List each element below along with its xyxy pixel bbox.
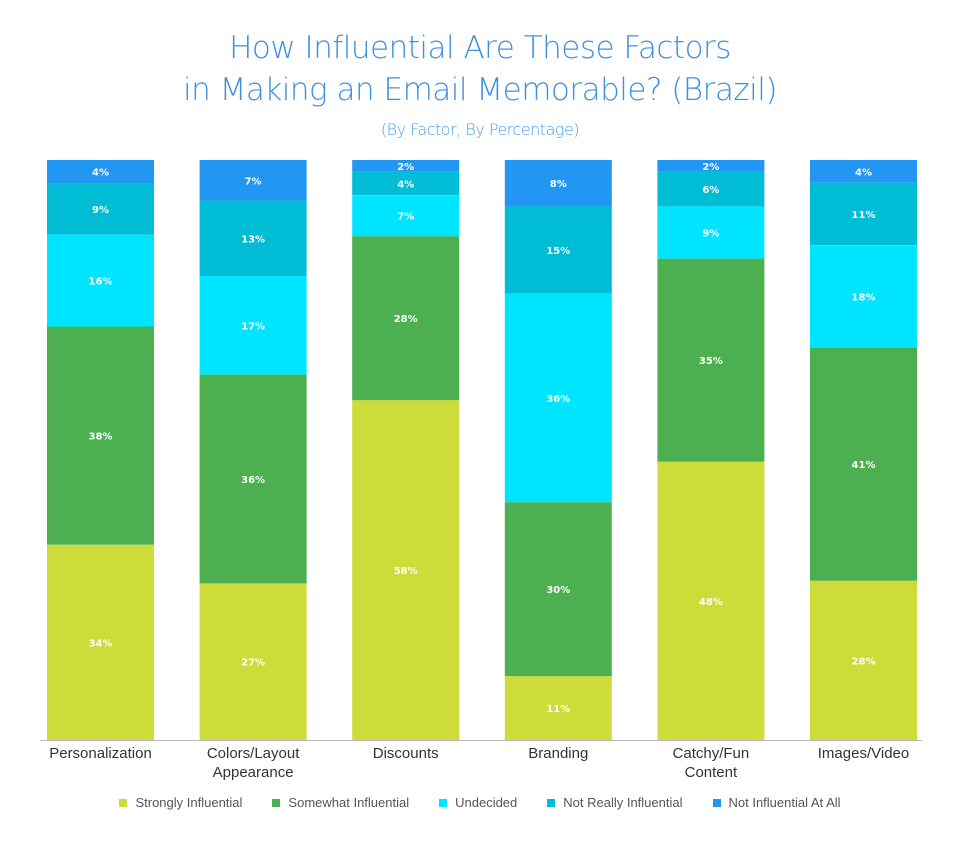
data-label: 28% bbox=[852, 656, 876, 667]
data-label: 36% bbox=[241, 475, 265, 486]
data-label: 34% bbox=[89, 638, 113, 649]
data-label: 11% bbox=[546, 704, 570, 715]
bar-segment bbox=[504, 676, 612, 740]
category-label: Branding bbox=[483, 744, 633, 763]
bar-segment bbox=[47, 544, 154, 740]
bar-segment bbox=[504, 293, 612, 503]
bar-segment bbox=[657, 258, 765, 462]
data-label: 7% bbox=[245, 176, 262, 187]
legend-item: Undecided bbox=[439, 795, 517, 810]
bar-segment bbox=[199, 583, 307, 740]
data-label: 9% bbox=[702, 229, 719, 240]
data-label: 35% bbox=[699, 356, 723, 367]
legend-label: Strongly Influential bbox=[135, 795, 243, 810]
chart-title: How Influential Are These Factors bbox=[229, 30, 731, 66]
data-label: 38% bbox=[89, 432, 113, 443]
chart-subtitle: (By Factor, By Percentage) bbox=[380, 120, 580, 139]
data-label: 11% bbox=[852, 210, 876, 221]
data-label: 48% bbox=[699, 597, 723, 608]
bar-segment bbox=[657, 461, 765, 740]
bar-segment bbox=[199, 200, 307, 276]
legend-label: Somewhat Influential bbox=[288, 795, 410, 810]
chart-title-line2: in Making an Email Memorable? (Brazil) bbox=[182, 72, 778, 108]
legend-item: Not Really Influential bbox=[547, 795, 683, 810]
bar-segment bbox=[810, 245, 917, 348]
legend: Strongly Influential Somewhat Influential… bbox=[0, 795, 960, 810]
category-label: Catchy/Fun Content bbox=[636, 744, 786, 782]
data-label: 4% bbox=[855, 167, 872, 178]
bar-segment bbox=[47, 234, 154, 327]
bar-segment bbox=[352, 400, 460, 740]
bar-segment bbox=[810, 160, 917, 183]
data-label: 27% bbox=[241, 658, 265, 669]
legend-item: Somewhat Influential bbox=[272, 795, 409, 810]
data-label: 58% bbox=[394, 566, 418, 577]
data-label: 2% bbox=[702, 162, 719, 173]
bar-segment bbox=[810, 182, 917, 246]
bar-segment bbox=[352, 236, 460, 401]
legend-item: Strongly Influential bbox=[119, 795, 242, 810]
data-label: 6% bbox=[702, 185, 719, 196]
data-label: 9% bbox=[92, 205, 109, 216]
data-label: 41% bbox=[852, 460, 876, 471]
bar-segment bbox=[47, 326, 154, 545]
category-label-line: Catchy/Fun bbox=[672, 745, 750, 762]
legend-swatch-icon bbox=[439, 798, 448, 807]
data-label: 15% bbox=[546, 246, 570, 257]
legend-swatch-icon bbox=[272, 798, 281, 807]
bar-segment bbox=[352, 160, 460, 172]
bar-segment bbox=[504, 206, 612, 294]
legend-item: Not Influential At All bbox=[712, 795, 841, 810]
legend-label: Undecided bbox=[455, 795, 518, 810]
category-label: Personalization bbox=[26, 744, 176, 763]
category-label-line: Discounts bbox=[372, 745, 439, 762]
bar-segment bbox=[199, 160, 307, 201]
category-label-line: Colors/Layout bbox=[206, 745, 300, 762]
data-label: 28% bbox=[394, 314, 418, 325]
data-label: 13% bbox=[241, 234, 265, 245]
bar-segment bbox=[352, 195, 460, 237]
bar-segment bbox=[47, 160, 154, 183]
data-label: 8% bbox=[550, 179, 567, 190]
bar-segment bbox=[199, 276, 307, 375]
legend-label: Not Really Influential bbox=[563, 795, 683, 810]
bar-segment bbox=[504, 502, 612, 677]
bar-segment bbox=[810, 580, 917, 740]
data-label: 2% bbox=[397, 162, 414, 173]
data-label: 4% bbox=[92, 168, 109, 179]
category-label-line: Personalization bbox=[49, 745, 152, 762]
category-label-line: Content bbox=[684, 764, 738, 781]
category-label: Colors/Layout Appearance bbox=[178, 744, 328, 782]
data-label: 16% bbox=[89, 277, 113, 288]
bar-segment bbox=[810, 347, 917, 581]
legend-label: Not Influential At All bbox=[728, 795, 841, 810]
category-label: Images/Video bbox=[789, 744, 939, 763]
bar-segment bbox=[657, 171, 765, 207]
bar-segment bbox=[657, 160, 765, 172]
legend-swatch-icon bbox=[547, 798, 556, 807]
bar-segment bbox=[352, 171, 460, 196]
bar-segment bbox=[657, 206, 765, 259]
data-label: 17% bbox=[241, 321, 265, 332]
category-label: Discounts bbox=[331, 744, 481, 763]
bar-segment bbox=[199, 374, 307, 584]
data-label: 30% bbox=[546, 585, 570, 596]
legend-swatch-icon bbox=[119, 798, 128, 807]
data-label: 36% bbox=[546, 394, 570, 405]
data-label: 4% bbox=[397, 179, 414, 190]
category-label-line: Appearance bbox=[212, 764, 294, 781]
legend-swatch-icon bbox=[712, 798, 721, 807]
category-label-line: Branding bbox=[528, 745, 589, 762]
data-label: 7% bbox=[397, 212, 414, 223]
bar-segment bbox=[47, 183, 154, 235]
bar-segment bbox=[504, 160, 612, 207]
data-label: 18% bbox=[852, 293, 876, 304]
category-label-line: Images/Video bbox=[817, 745, 910, 762]
